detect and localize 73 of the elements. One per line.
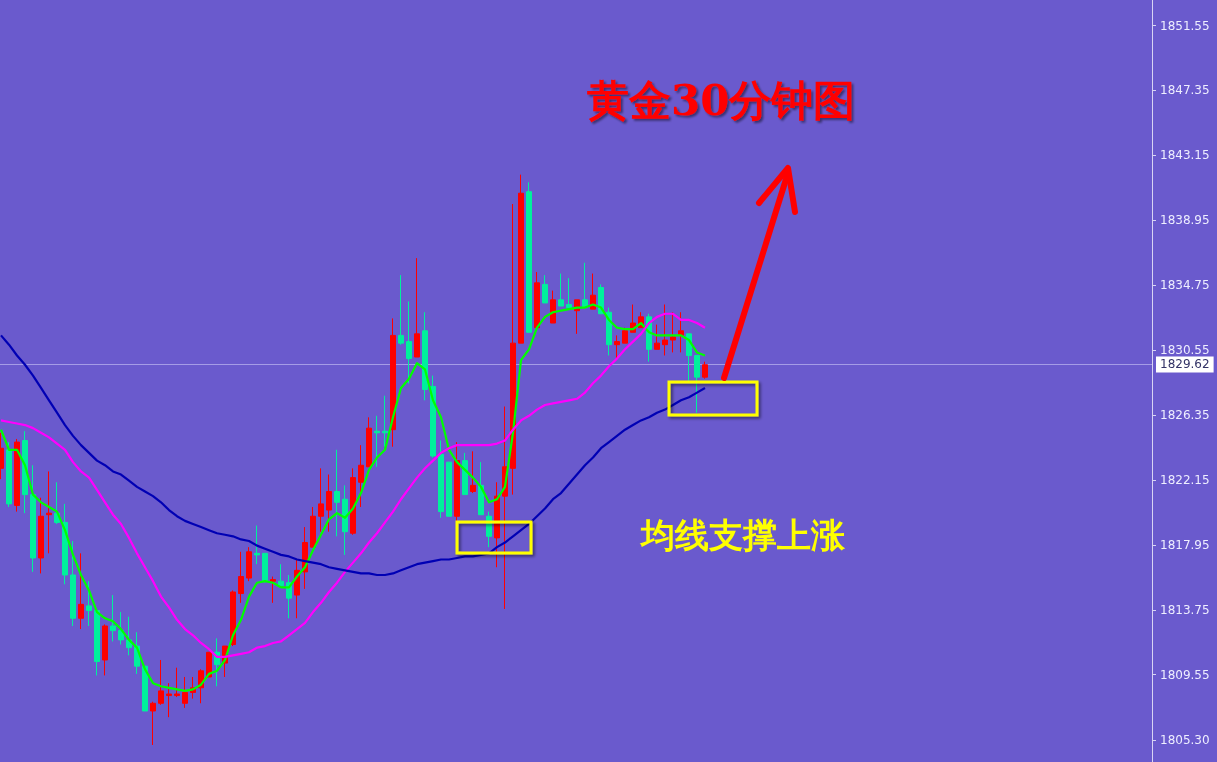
y-tick-label: 1809.55 (1160, 667, 1210, 682)
candlestick (350, 467, 356, 536)
candlestick (342, 484, 348, 556)
y-tick-label: 1805.30 (1160, 733, 1210, 748)
candlestick (566, 277, 572, 309)
ref-line-label: 1829.62 (1160, 357, 1210, 372)
candlestick (254, 525, 260, 565)
y-tick-label: 1851.55 (1160, 18, 1210, 33)
candlestick (534, 271, 540, 329)
candlestick (694, 355, 700, 414)
candlestick (46, 470, 52, 554)
candlestick (446, 461, 452, 517)
candlestick (86, 580, 92, 627)
y-tick-label: 1847.35 (1160, 83, 1210, 98)
candlestick (358, 444, 364, 508)
y-tick-label: 1830.55 (1160, 343, 1210, 358)
text: 黄金30分钟图 (587, 75, 856, 125)
candlestick (606, 307, 612, 356)
candlestick (38, 497, 44, 574)
candlestick (246, 546, 252, 582)
y-tick-label: 1822.15 (1160, 472, 1210, 487)
candlestick (662, 303, 668, 356)
candlestick (374, 415, 380, 468)
candlestick (318, 467, 324, 533)
candlestick (14, 438, 20, 513)
y-tick-label: 1826.35 (1160, 408, 1210, 422)
candlestick (334, 449, 340, 537)
candlestick (78, 552, 84, 630)
candlestick (110, 594, 116, 642)
candlestick (390, 317, 396, 448)
candlestick (526, 181, 532, 333)
y-tick-label: 1843.15 (1160, 148, 1210, 163)
candlestick (262, 552, 268, 584)
candlestick (430, 375, 436, 459)
candlestick (702, 361, 708, 380)
candlestick (238, 551, 244, 604)
candlestick (414, 257, 420, 358)
candlestick (278, 563, 284, 588)
candlestick (150, 701, 156, 746)
candlestick (454, 441, 460, 523)
candlestick (398, 274, 404, 346)
candlestick (166, 682, 172, 718)
candlestick (518, 174, 524, 344)
candlestick (70, 540, 76, 627)
candlestick (678, 311, 684, 353)
candlestick (654, 324, 660, 350)
candlestick (310, 506, 316, 548)
candlestick (182, 676, 188, 709)
candlestick (558, 273, 564, 307)
candlestick (366, 416, 372, 468)
candlestick (326, 474, 332, 533)
candlestick (406, 300, 412, 384)
candlestick (30, 464, 36, 573)
candlestick (438, 440, 444, 519)
candlestick (542, 274, 548, 304)
candlestick (102, 623, 108, 676)
candlestick (470, 450, 476, 494)
candlestick (622, 327, 628, 344)
y-tick-label: 1813.75 (1160, 602, 1210, 617)
candlestick (670, 311, 676, 353)
y-tick-label: 1838.95 (1160, 213, 1210, 228)
y-tick-label: 1817.95 (1160, 537, 1210, 552)
annotation: 均线支撑上涨 (639, 515, 846, 555)
candlestick (174, 667, 180, 698)
candlestick (158, 659, 164, 706)
candlestick (142, 665, 148, 712)
candlestick (270, 576, 276, 604)
candlestick (382, 395, 388, 448)
y-tick-label: 1834.75 (1160, 278, 1210, 293)
candlestick (550, 290, 556, 324)
candlestick (94, 610, 100, 676)
candlestick (6, 441, 12, 508)
candlestick (462, 452, 468, 496)
